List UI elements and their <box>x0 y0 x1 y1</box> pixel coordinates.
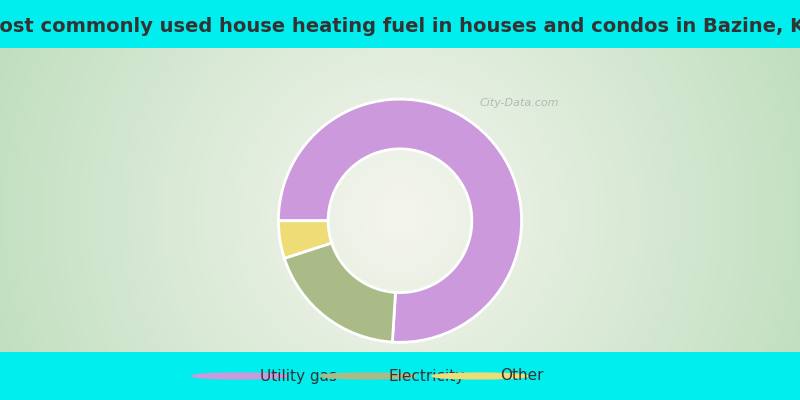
Text: City-Data.com: City-Data.com <box>479 98 558 108</box>
Text: Other: Other <box>500 368 543 384</box>
Circle shape <box>192 373 288 379</box>
Text: Electricity: Electricity <box>388 368 464 384</box>
Wedge shape <box>284 243 395 342</box>
Text: Most commonly used house heating fuel in houses and condos in Bazine, KS: Most commonly used house heating fuel in… <box>0 17 800 36</box>
Wedge shape <box>278 99 522 342</box>
Text: Utility gas: Utility gas <box>260 368 337 384</box>
Circle shape <box>320 373 416 379</box>
Wedge shape <box>278 221 332 258</box>
Circle shape <box>432 373 528 379</box>
